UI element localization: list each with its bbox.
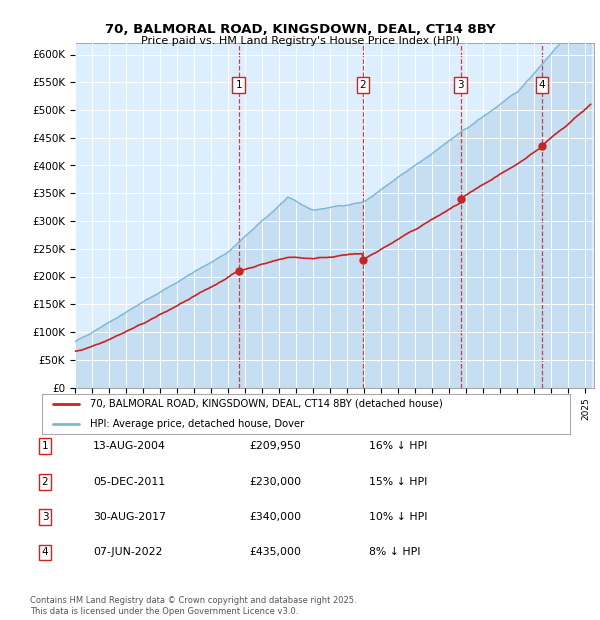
Text: £209,950: £209,950 bbox=[249, 441, 301, 451]
Text: 30-AUG-2017: 30-AUG-2017 bbox=[93, 512, 166, 522]
Text: Price paid vs. HM Land Registry's House Price Index (HPI): Price paid vs. HM Land Registry's House … bbox=[140, 36, 460, 46]
Text: 1: 1 bbox=[41, 441, 49, 451]
Text: 8% ↓ HPI: 8% ↓ HPI bbox=[369, 547, 421, 557]
Text: 70, BALMORAL ROAD, KINGSDOWN, DEAL, CT14 8BY (detached house): 70, BALMORAL ROAD, KINGSDOWN, DEAL, CT14… bbox=[89, 399, 442, 409]
Text: 3: 3 bbox=[41, 512, 49, 522]
Text: 70, BALMORAL ROAD, KINGSDOWN, DEAL, CT14 8BY: 70, BALMORAL ROAD, KINGSDOWN, DEAL, CT14… bbox=[104, 23, 496, 36]
Text: 16% ↓ HPI: 16% ↓ HPI bbox=[369, 441, 427, 451]
Text: 15% ↓ HPI: 15% ↓ HPI bbox=[369, 477, 427, 487]
Text: £340,000: £340,000 bbox=[249, 512, 301, 522]
Text: £435,000: £435,000 bbox=[249, 547, 301, 557]
Text: 4: 4 bbox=[539, 80, 545, 90]
Text: 05-DEC-2011: 05-DEC-2011 bbox=[93, 477, 165, 487]
Text: 07-JUN-2022: 07-JUN-2022 bbox=[93, 547, 163, 557]
Text: 2: 2 bbox=[359, 80, 366, 90]
Text: HPI: Average price, detached house, Dover: HPI: Average price, detached house, Dove… bbox=[89, 419, 304, 429]
Text: 13-AUG-2004: 13-AUG-2004 bbox=[93, 441, 166, 451]
Text: Contains HM Land Registry data © Crown copyright and database right 2025.
This d: Contains HM Land Registry data © Crown c… bbox=[30, 596, 356, 616]
Text: 10% ↓ HPI: 10% ↓ HPI bbox=[369, 512, 427, 522]
Text: 1: 1 bbox=[235, 80, 242, 90]
Text: 4: 4 bbox=[41, 547, 49, 557]
Text: 3: 3 bbox=[457, 80, 464, 90]
Text: £230,000: £230,000 bbox=[249, 477, 301, 487]
Text: 2: 2 bbox=[41, 477, 49, 487]
